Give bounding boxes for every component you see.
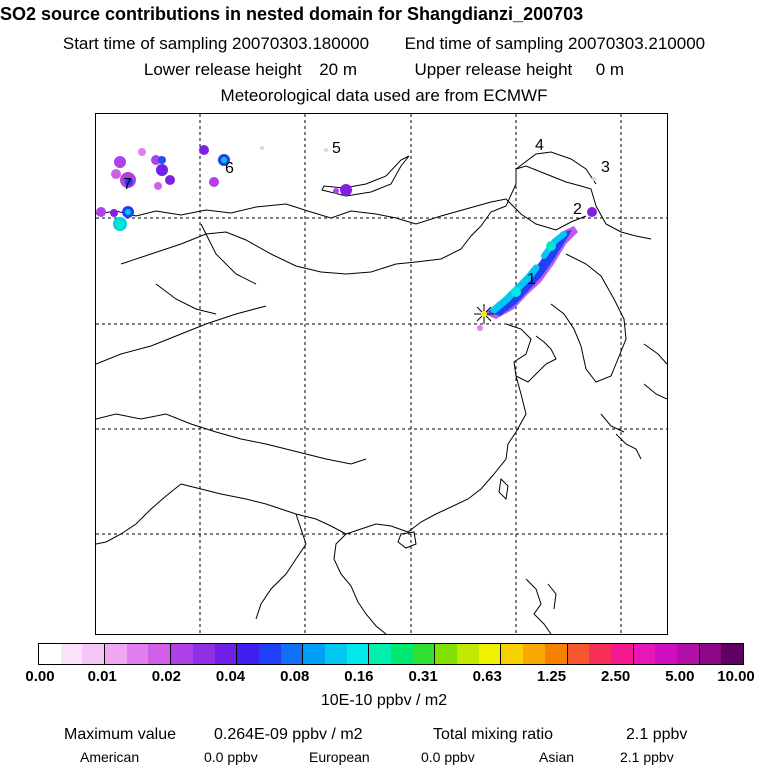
- region-number-7: 7: [123, 176, 132, 193]
- upper-release-value: 0 m: [595, 60, 625, 79]
- colorbar-cell: [60, 644, 83, 664]
- colorbar-tick-label: 2.50: [601, 668, 631, 685]
- colorbar-cell: [676, 644, 699, 664]
- colorbar-cell: [434, 644, 458, 664]
- colorbar-cell: [82, 644, 105, 664]
- colorbar-ticks: 0.00 0.01 0.02 0.04 0.08 0.16 0.31 0.63 1.25 2.50…: [0, 668, 768, 688]
- colorbar-tick-label: 0.16: [344, 668, 374, 685]
- colorbar-cell: [104, 644, 127, 664]
- colorbar-cell: [500, 644, 524, 664]
- colorbar-cell: [192, 644, 215, 664]
- american-value: 0.0 ppbv: [204, 749, 258, 765]
- asian-value: 2.1 ppbv: [620, 749, 674, 765]
- european-label: European: [309, 749, 370, 765]
- colorbar-cell: [236, 644, 259, 664]
- source-contribution-map[interactable]: 1 2 3 4 5 6 7: [95, 113, 668, 635]
- page-title: SO2 source contributions in nested domai…: [0, 4, 584, 24]
- colorbar-cell: [258, 644, 281, 664]
- colorbar-tick-label: 0.00: [25, 668, 55, 685]
- colorbar-tick-label: 5.00: [665, 668, 695, 685]
- colorbar-cell: [302, 644, 325, 664]
- coastlines-borders: [96, 151, 667, 634]
- colorbar-tick-label: 0.63: [472, 668, 502, 685]
- colorbar-cell: [544, 644, 567, 664]
- colorbar-tick-label: 10.00: [717, 668, 755, 685]
- colorbar-cell: [391, 644, 413, 664]
- met-data-note: Meteorological data used are from ECMWF: [220, 86, 548, 105]
- colorbar-cell: [170, 644, 193, 664]
- colorbar-cell: [148, 644, 171, 664]
- max-value-label: Maximum value: [64, 726, 177, 743]
- colorbar-cell: [412, 644, 435, 664]
- colorbar-tick-label: 0.04: [215, 668, 246, 685]
- colorbar-cell: [346, 644, 369, 664]
- colorbar-units: 10E-10 ppbv / m2: [320, 692, 448, 709]
- upper-release-label: Upper release height: [414, 60, 573, 79]
- region-number-5: 5: [332, 140, 341, 157]
- colorbar-cell: [39, 644, 61, 664]
- asian-label: Asian: [539, 749, 575, 765]
- colorbar-cell: [324, 644, 347, 664]
- region-number-1: 1: [527, 271, 536, 288]
- colorbar-tick-label: 0.02: [151, 668, 181, 685]
- release-heights: Lower release height 20 m Upper release …: [0, 60, 768, 80]
- colorbar: [38, 643, 744, 665]
- colorbar-cell: [698, 644, 722, 664]
- american-label: American: [80, 749, 140, 765]
- colorbar-cell: [721, 644, 743, 664]
- region-number-2: 2: [573, 201, 582, 218]
- colorbar-cell: [632, 644, 656, 664]
- colorbar-tick-label: 0.31: [408, 668, 438, 685]
- region-number-3: 3: [601, 159, 610, 176]
- colorbar-tick-label: 0.08: [280, 668, 310, 685]
- colorbar-tick-label: 0.01: [87, 668, 117, 685]
- colorbar-cell: [478, 644, 501, 664]
- total-mixing-value: 2.1 ppbv: [626, 726, 688, 743]
- start-time-label: Start time of sampling 20070303.180000: [62, 34, 370, 53]
- lower-release-label: Lower release height: [143, 60, 302, 79]
- sampling-times: Start time of sampling 20070303.180000 E…: [0, 34, 768, 54]
- colorbar-tick-label: 1.25: [536, 668, 567, 685]
- colorbar-cell: [368, 644, 391, 664]
- region-number-6: 6: [225, 160, 234, 177]
- colorbar-cell: [566, 644, 590, 664]
- colorbar-cell: [214, 644, 237, 664]
- european-value: 0.0 ppbv: [421, 749, 475, 765]
- lat-lon-grid: [96, 114, 667, 634]
- end-time-label: End time of sampling 20070303.210000: [404, 34, 706, 53]
- colorbar-cell: [655, 644, 677, 664]
- star-icon: [474, 304, 494, 324]
- lower-release-value: 20 m: [319, 60, 357, 79]
- colorbar-cell: [126, 644, 149, 664]
- total-mixing-label: Total mixing ratio: [433, 726, 554, 743]
- colorbar-cell: [457, 644, 479, 664]
- max-value: 0.264E-09 ppbv / m2: [214, 726, 363, 743]
- colorbar-cell: [280, 644, 303, 664]
- colorbar-cell: [589, 644, 611, 664]
- colorbar-cell: [610, 644, 633, 664]
- region-number-4: 4: [535, 137, 544, 154]
- colorbar-cell: [523, 644, 545, 664]
- concentration-plume: [96, 145, 597, 331]
